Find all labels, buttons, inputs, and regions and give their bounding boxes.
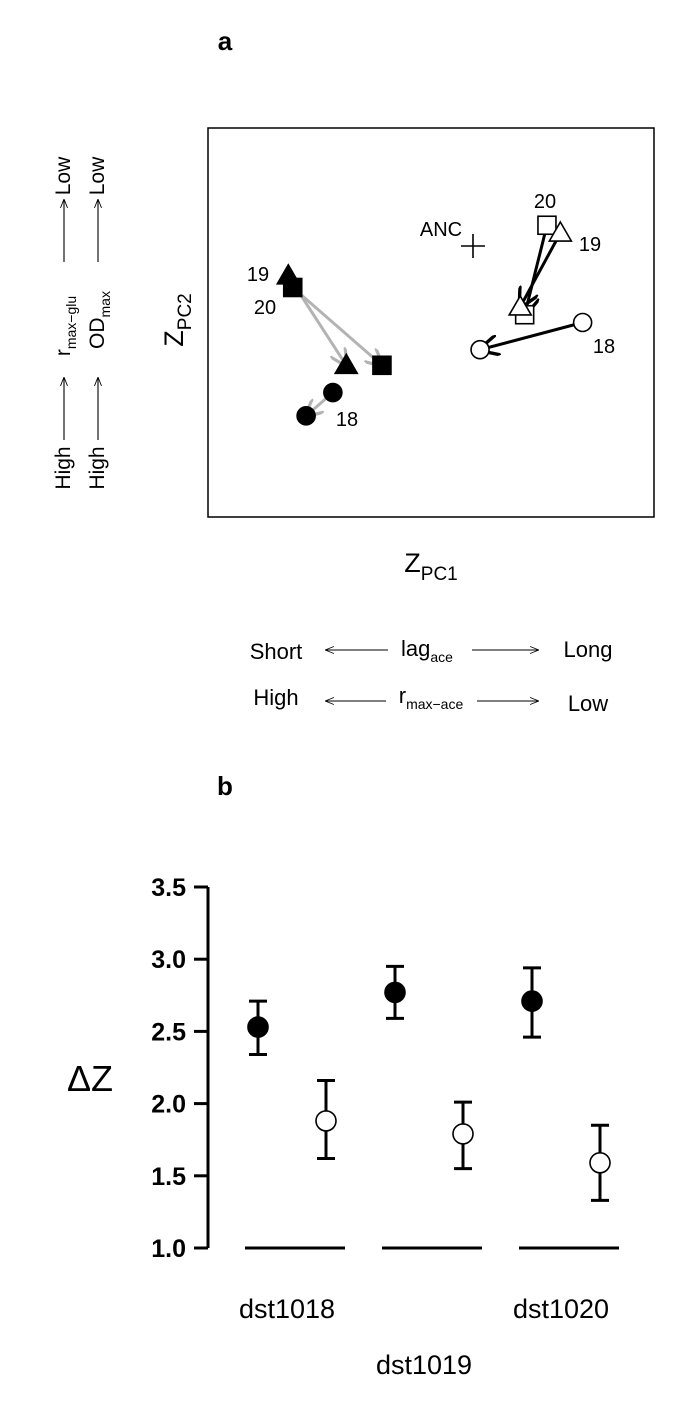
point-open-dst1018 (315, 1078, 337, 1160)
y-tick-label-b: 1.5 (151, 1163, 186, 1191)
point-filled-dst1018 (247, 999, 269, 1057)
marker-open-19-start (547, 220, 573, 242)
y-axis-b: 1.0 1.5 2.0 2.5 3.0 3.5 (151, 874, 210, 1263)
marker-open-18-end (470, 339, 490, 360)
marker-open-18-start (572, 312, 593, 333)
markers-layer (275, 215, 593, 426)
plot-frame-a (207, 127, 655, 518)
marker-filled-18-end (296, 406, 316, 426)
category-label-dst1019: dst1019 (376, 1350, 472, 1380)
arrows-layer (287, 224, 584, 416)
point-marker (315, 1110, 337, 1132)
marker-open-19-end (507, 294, 533, 316)
point-marker (521, 990, 543, 1012)
point-label-open-18: 18 (593, 336, 615, 358)
arrow-open-20 (525, 224, 549, 314)
left-axis-rmax-glu-high: High (52, 446, 75, 489)
anc-marker (461, 234, 485, 258)
point-label-filled-18: 18 (336, 409, 358, 431)
bottom-axis-rmax-ace: High rmax−ace Low (253, 683, 608, 716)
point-label-open-20: 20 (534, 191, 556, 213)
marker-filled-20-start (282, 277, 303, 298)
left-axis-odmax-title: ODmax (86, 291, 113, 349)
y-tick-label-b: 1.0 (151, 1235, 186, 1263)
x-axis-label-a: ZPC1 (404, 548, 457, 585)
arrow-filled-20 (291, 286, 382, 365)
left-axis-odmax-high: High (86, 446, 109, 489)
left-axis-odmax: High ODmax Low (86, 156, 113, 490)
point-label-open-19: 19 (579, 234, 601, 256)
point-marker (589, 1152, 611, 1174)
arrow-open-19 (520, 232, 562, 307)
arrow-open-18 (480, 321, 584, 350)
panel-b-label: b (217, 771, 233, 801)
points-layer-b (247, 964, 611, 1202)
point-label-filled-19: 19 (247, 264, 269, 286)
y-axis-label-a: ZPC2 (159, 293, 196, 346)
bottom-axis-lag-title: lagace (401, 636, 453, 665)
point-filled-dst1020 (521, 966, 543, 1039)
point-marker (452, 1123, 474, 1145)
y-tick-label-b: 2.0 (151, 1091, 186, 1119)
left-axis-odmax-low: Low (86, 156, 109, 195)
point-label-filled-20: 20 (254, 297, 276, 319)
anc-label: ANC (420, 219, 462, 241)
y-tick-label-b: 3.5 (151, 874, 186, 902)
marker-filled-20-end (372, 355, 392, 376)
bottom-axis-lag-short: Short (250, 639, 303, 664)
panel-b: b ΔZ 1.01.52.02.53.03.5 dst1018dst1019ds… (67, 771, 619, 1380)
left-axis-rmax-glu: High rmax−glu Low (52, 156, 79, 490)
point-open-dst1019 (452, 1100, 474, 1171)
point-marker (384, 981, 406, 1004)
bottom-axis-rmax-high: High (253, 685, 298, 710)
y-axis-label-b: ΔZ (67, 1058, 113, 1099)
bottom-axis-rmax-title: rmax−ace (399, 683, 464, 712)
point-filled-dst1019 (384, 964, 406, 1020)
category-labels: dst1018 dst1019 dst1020 (239, 1294, 609, 1380)
category-label-dst1020: dst1020 (513, 1294, 609, 1324)
point-marker (247, 1016, 269, 1038)
left-axis-rmax-glu-low: Low (52, 156, 75, 195)
panel-a-label: a (218, 26, 233, 56)
bottom-axis-rmax-low: Low (568, 691, 608, 716)
y-tick-label-b: 2.5 (151, 1018, 186, 1046)
bottom-axis-lag-ace: Short lagace Long (250, 636, 613, 665)
marker-filled-18-start (323, 382, 343, 403)
point-open-dst1020 (589, 1123, 611, 1202)
panel-a: a ANC 19 20 18 20 19 18 ZPC2 ZPC1 High (52, 26, 655, 716)
left-axis-rmax-glu-title: rmax−glu (52, 296, 79, 356)
bottom-axis-lag-long: Long (564, 637, 613, 662)
category-label-dst1018: dst1018 (239, 1294, 335, 1324)
marker-filled-19-end (333, 352, 359, 375)
marker-open-20-start (537, 215, 557, 236)
y-tick-label-b: 3.0 (151, 946, 186, 974)
